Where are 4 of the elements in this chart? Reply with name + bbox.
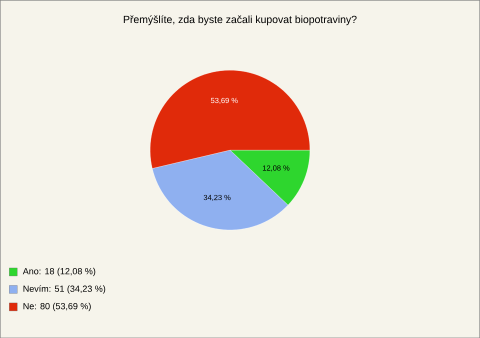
legend-label: Nevím: 51 (34,23 %): [24, 285, 106, 294]
legend-label: Ne: 80 (53,69 %): [24, 302, 91, 312]
legend-label: Ano: 18 (12,08 %): [22, 268, 96, 276]
chart-title: Přemýšlíte, zda byste začali kupovat biopotraviny?: [124, 15, 357, 26]
